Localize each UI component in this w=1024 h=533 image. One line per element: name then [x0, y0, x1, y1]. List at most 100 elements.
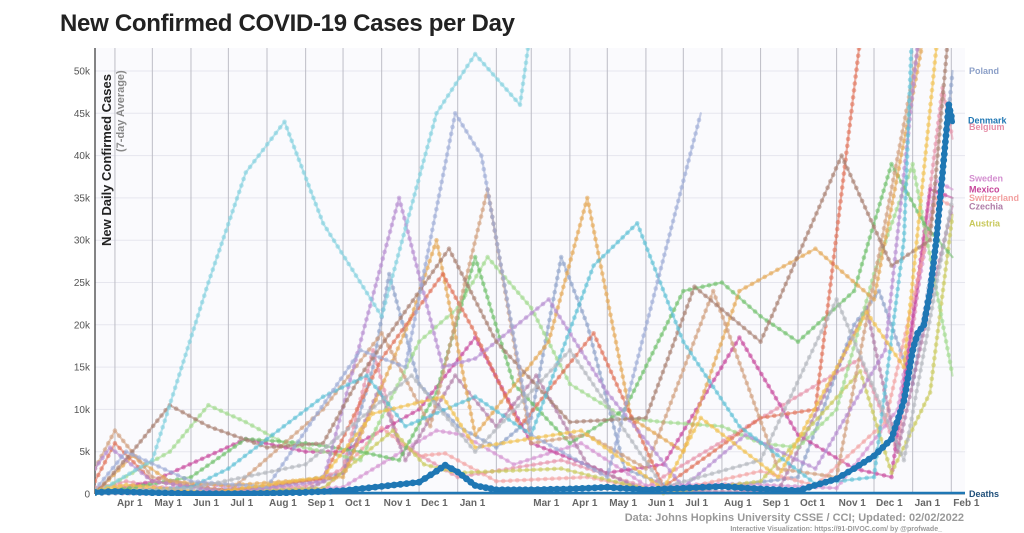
- data-point: [239, 183, 244, 188]
- data-point: [319, 405, 324, 410]
- data-point: [660, 286, 666, 292]
- data-point: [660, 369, 666, 375]
- data-point: [902, 357, 907, 363]
- data-point: [155, 470, 160, 476]
- data-point: [503, 468, 509, 474]
- data-point: [432, 400, 437, 406]
- data-point: [524, 463, 529, 469]
- data-point: [215, 480, 221, 485]
- data-point: [514, 417, 520, 423]
- legend-label-mexico[interactable]: Mexico: [969, 184, 1000, 194]
- data-point: [587, 376, 592, 382]
- data-point: [946, 239, 952, 245]
- data-point: [798, 392, 803, 397]
- data-point: [839, 472, 846, 479]
- data-point: [726, 353, 731, 358]
- data-point: [202, 483, 207, 488]
- y-tick-label: 45k: [74, 109, 91, 120]
- data-point: [864, 446, 870, 452]
- data-point: [408, 337, 414, 343]
- data-point: [914, 48, 920, 52]
- data-point: [508, 316, 513, 322]
- data-point: [902, 451, 908, 456]
- data-point: [923, 340, 928, 346]
- data-point: [579, 365, 584, 370]
- data-point: [364, 290, 370, 296]
- data-point: [584, 282, 589, 288]
- data-point: [948, 5, 953, 10]
- data-point: [593, 236, 598, 242]
- data-point: [749, 393, 754, 399]
- legend-label-czechia[interactable]: Czechia: [969, 201, 1004, 211]
- data-point: [349, 455, 354, 461]
- data-point: [945, 223, 950, 228]
- data-point: [445, 93, 451, 98]
- data-point: [438, 358, 444, 363]
- data-point: [839, 192, 844, 197]
- data-point: [468, 254, 474, 260]
- data-point: [498, 262, 504, 267]
- data-point: [911, 8, 916, 13]
- data-point: [415, 418, 421, 424]
- data-point: [786, 275, 791, 280]
- data-point: [394, 321, 400, 326]
- data-point: [517, 102, 523, 108]
- data-point: [822, 191, 828, 197]
- data-point: [942, 192, 948, 198]
- data-point: [928, 312, 934, 318]
- data-point: [720, 315, 726, 320]
- data-point: [522, 477, 527, 483]
- data-point: [590, 343, 595, 348]
- data-point: [797, 249, 802, 255]
- data-point: [99, 466, 104, 471]
- data-point: [163, 481, 169, 486]
- data-point: [893, 249, 898, 255]
- data-point: [501, 478, 506, 484]
- data-point: [911, 267, 917, 273]
- data-point: [148, 466, 154, 471]
- data-point: [303, 462, 308, 467]
- data-point: [270, 438, 275, 444]
- data-point: [802, 425, 807, 431]
- data-point: [714, 390, 720, 395]
- data-point: [472, 356, 478, 361]
- data-point: [427, 395, 433, 400]
- data-point: [367, 439, 373, 444]
- data-point: [870, 333, 875, 338]
- data-point: [825, 185, 830, 190]
- data-point: [939, 318, 945, 324]
- data-point: [945, 253, 950, 259]
- data-point: [585, 322, 590, 328]
- legend-label-switzerland[interactable]: Switzerland: [969, 193, 1019, 203]
- data-point: [670, 343, 675, 349]
- data-point: [331, 238, 337, 243]
- legend-label-poland[interactable]: Poland: [969, 66, 999, 76]
- data-point: [527, 486, 535, 494]
- data-point: [853, 74, 858, 79]
- data-point: [921, 36, 926, 41]
- data-point: [897, 408, 904, 416]
- data-point: [927, 390, 933, 395]
- data-point: [905, 323, 911, 328]
- data-point: [564, 375, 569, 381]
- data-point: [924, 298, 932, 306]
- legend-label-austria[interactable]: Austria: [969, 218, 1001, 228]
- data-point: [766, 320, 772, 325]
- data-point: [677, 294, 683, 300]
- data-point: [815, 401, 820, 407]
- data-point: [594, 387, 600, 393]
- data-point: [487, 434, 492, 439]
- data-point: [246, 485, 252, 490]
- data-point: [503, 355, 509, 360]
- data-point: [319, 448, 324, 454]
- data-point: [177, 483, 183, 488]
- data-point: [681, 178, 686, 183]
- data-point: [890, 328, 895, 334]
- legend-label-denmark[interactable]: Denmark: [968, 115, 1008, 125]
- data-point: [264, 436, 270, 442]
- data-point: [884, 333, 889, 339]
- data-point: [667, 232, 672, 237]
- data-point: [933, 285, 939, 290]
- legend-label-sweden[interactable]: Sweden: [969, 173, 1003, 183]
- legend-label-belgium[interactable]: Belgium: [969, 122, 1005, 132]
